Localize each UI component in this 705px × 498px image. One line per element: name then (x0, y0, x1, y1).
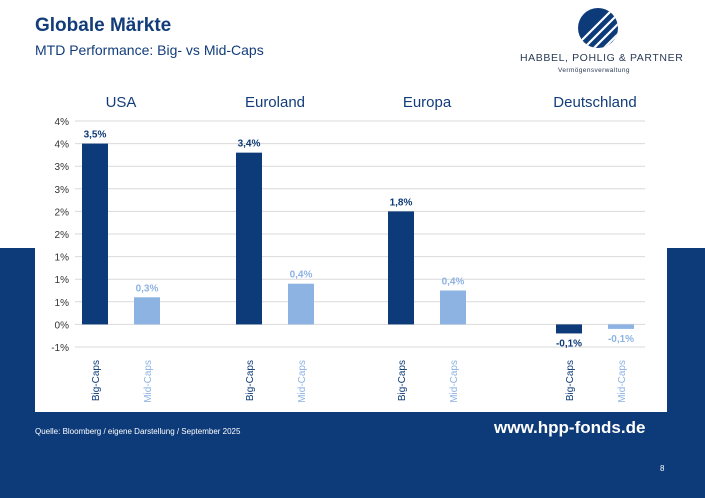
category-label: Big-Caps (91, 360, 102, 401)
logo-emblem-icon (578, 8, 618, 48)
data-label: 1,8% (390, 197, 413, 208)
y-tick-label: 2% (55, 230, 70, 241)
y-tick-label: 3% (55, 162, 70, 173)
y-tick-label: -1% (51, 343, 69, 354)
source-note: Quelle: Bloomberg / eigene Darstellung /… (35, 427, 241, 436)
bar (388, 211, 414, 325)
category-label: Mid-Caps (617, 360, 628, 403)
data-label: 3,4% (238, 139, 261, 150)
group-label: USA (106, 94, 137, 111)
chart-gridlines (75, 120, 645, 348)
y-tick-label: 0% (55, 320, 70, 331)
category-label: Mid-Caps (297, 360, 308, 403)
bar (608, 324, 634, 329)
category-label: Big-Caps (245, 360, 256, 401)
data-labels: 3,5% 0,3% 3,4% 0,4% 1,8% 0,4% -0,1% -0,1% (84, 130, 635, 350)
chart-panel (35, 86, 667, 412)
y-tick-label: 1% (55, 253, 70, 264)
page-subtitle: MTD Performance: Big- vs Mid-Caps (35, 42, 264, 58)
data-label: -0,1% (556, 338, 582, 349)
category-label: Mid-Caps (449, 360, 460, 403)
bar (134, 297, 160, 325)
group-labels: USA Euroland Europa Deutschland (106, 94, 637, 111)
y-tick-label: 1% (55, 298, 70, 309)
group-label: Euroland (245, 94, 305, 111)
y-tick-label: 3% (55, 185, 70, 196)
category-label: Big-Caps (397, 360, 408, 401)
bars (82, 143, 634, 334)
y-axis-ticks: 4% 4% 3% 3% 2% 2% 1% 1% 1% 0% -1% (51, 117, 69, 354)
data-label: 0,3% (136, 283, 159, 294)
data-label: 0,4% (290, 270, 313, 281)
y-tick-label: 1% (55, 275, 70, 286)
bar (556, 324, 582, 334)
data-label: 3,5% (84, 130, 107, 141)
y-tick-label: 4% (55, 117, 70, 128)
group-label: Europa (403, 94, 452, 111)
website-link[interactable]: www.hpp-fonds.de (494, 418, 646, 437)
bar-chart: 4% 4% 3% 3% 2% 2% 1% 1% 1% 0% -1% USA Euroland Europ… (51, 94, 645, 403)
logo-company-name: HABBEL, POHLIG & PARTNER (520, 52, 684, 64)
group-label: Deutschland (553, 94, 636, 111)
category-label: Mid-Caps (143, 360, 154, 403)
page-title: Globale Märkte (35, 15, 172, 36)
category-labels: Big-Caps Mid-Caps Big-Caps Mid-Caps Big-Caps… (91, 360, 628, 403)
bar (236, 152, 262, 325)
y-tick-label: 2% (55, 207, 70, 218)
bar (82, 143, 108, 325)
data-label: 0,4% (442, 277, 465, 288)
page-number: 8 (660, 464, 665, 473)
bar (440, 290, 466, 325)
company-logo: HABBEL, POHLIG & PARTNER Vermögensverwal… (520, 6, 684, 78)
data-label: -0,1% (608, 334, 634, 345)
category-label: Big-Caps (565, 360, 576, 401)
logo-tagline: Vermögensverwaltung (558, 67, 630, 74)
bar (288, 283, 314, 325)
y-tick-label: 4% (55, 140, 70, 151)
